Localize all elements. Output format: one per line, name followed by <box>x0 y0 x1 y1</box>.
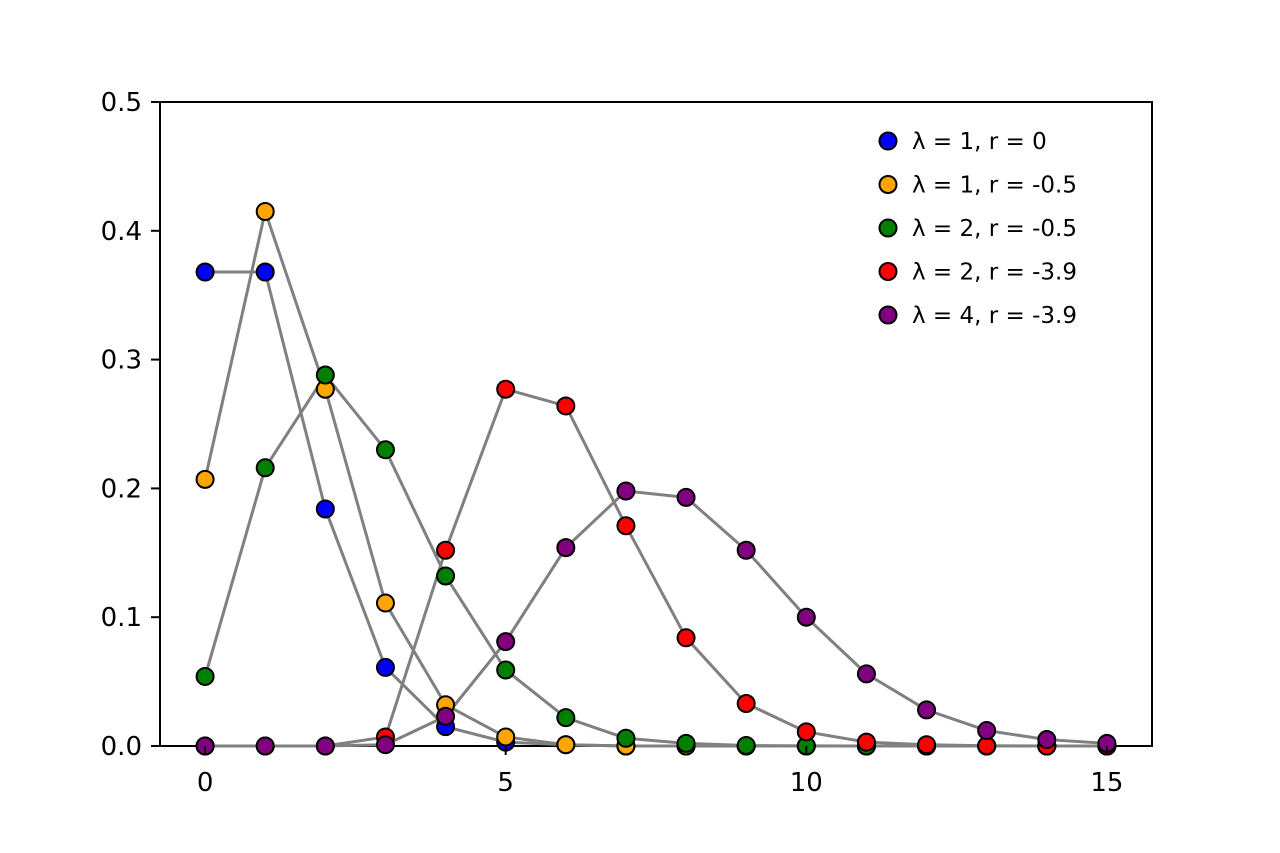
data-point-0 <box>195 262 215 282</box>
data-point-4 <box>436 706 456 726</box>
legend-marker <box>878 262 898 281</box>
legend-label: λ = 2, r = -0.5 <box>912 216 1077 242</box>
data-point-2 <box>736 735 756 755</box>
data-point-3 <box>436 540 456 560</box>
series-line-2 <box>203 373 1107 748</box>
series-line-0 <box>205 270 1107 748</box>
x-tick-label: 10 <box>790 768 823 798</box>
plot-frame <box>159 101 1153 747</box>
y-tick-label: 0.5 <box>101 88 142 118</box>
y-tick-label: 0.4 <box>101 217 142 247</box>
series-points <box>195 201 1117 756</box>
axes <box>159 101 1153 747</box>
y-tick-label: 0.3 <box>101 346 142 376</box>
y-tick-label: 0.0 <box>101 732 142 762</box>
legend-marker <box>878 218 898 238</box>
x-tick-label: 15 <box>1090 768 1123 798</box>
data-point-3 <box>856 732 876 752</box>
axis-ticks: 0.0 0.1 0.2 0.3 0.4 0.5 0 5 10 15 <box>101 88 1124 798</box>
data-point-3 <box>736 693 756 713</box>
data-point-2 <box>195 666 215 686</box>
legend-label: λ = 4, r = -3.9 <box>912 303 1077 329</box>
data-point-4 <box>917 700 937 720</box>
data-point-2 <box>496 660 516 680</box>
data-point-4 <box>556 538 576 558</box>
data-point-4 <box>796 607 816 627</box>
data-point-3 <box>556 396 576 416</box>
series-line-1 <box>203 209 1107 748</box>
data-point-4 <box>496 632 516 652</box>
data-point-3 <box>917 735 937 755</box>
data-point-0 <box>255 262 275 282</box>
data-point-4 <box>856 664 876 684</box>
x-tick-label: 0 <box>197 768 214 798</box>
x-tick-label: 5 <box>497 768 514 798</box>
data-point-3 <box>796 722 816 742</box>
data-point-4 <box>736 540 756 560</box>
data-point-2 <box>616 728 636 748</box>
data-point-2 <box>255 458 275 478</box>
y-tick-label: 0.2 <box>101 474 142 504</box>
series-line-4 <box>205 489 1108 748</box>
data-point-3 <box>496 379 516 399</box>
data-point-2 <box>375 440 395 460</box>
legend-marker <box>878 131 898 151</box>
data-point-3 <box>616 516 636 536</box>
series-lines <box>203 209 1108 748</box>
data-point-0 <box>315 499 335 519</box>
data-point-4 <box>1037 730 1057 750</box>
data-point-4 <box>676 487 696 507</box>
data-point-4 <box>315 736 335 756</box>
y-tick-label: 0.1 <box>101 603 142 633</box>
legend-label: λ = 2, r = -3.9 <box>912 260 1077 286</box>
data-point-3 <box>676 628 696 648</box>
data-point-0 <box>375 657 395 677</box>
data-point-2 <box>556 708 576 728</box>
data-point-4 <box>375 735 395 755</box>
legend-marker <box>878 305 898 325</box>
legend-marker <box>878 175 898 194</box>
data-point-2 <box>676 733 696 753</box>
data-point-1 <box>195 469 215 489</box>
data-point-1 <box>496 727 516 747</box>
data-point-4 <box>255 736 275 756</box>
legend: λ = 1, r = 0 λ = 1, r = -0.5 λ = 2, r = -0… <box>878 129 1077 329</box>
legend-label: λ = 1, r = 0 <box>912 129 1047 155</box>
data-point-4 <box>977 721 997 741</box>
data-point-2 <box>315 365 335 385</box>
data-point-1 <box>556 735 576 755</box>
data-point-1 <box>255 201 275 221</box>
data-point-1 <box>375 593 395 613</box>
data-point-4 <box>616 481 636 501</box>
series-line-3 <box>205 387 1107 748</box>
data-point-2 <box>436 566 456 586</box>
legend-label: λ = 1, r = -0.5 <box>912 173 1077 199</box>
